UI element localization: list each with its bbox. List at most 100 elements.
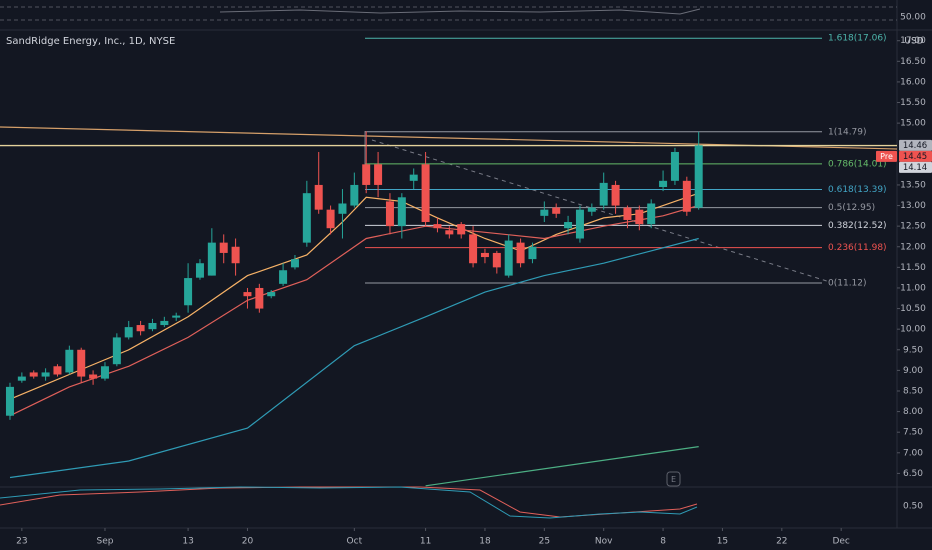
candle-body <box>516 242 525 264</box>
x-tick-label: Nov <box>595 537 613 547</box>
candle-body <box>587 207 596 212</box>
candle-body <box>694 145 703 208</box>
candle-body <box>374 164 383 185</box>
candle-body <box>457 224 466 235</box>
y-tick-label: 17.00 <box>900 36 926 46</box>
y-tick-label: 8.00 <box>903 407 923 417</box>
y-tick-label: 13.50 <box>900 180 926 190</box>
candle-body <box>469 234 478 264</box>
price-label-box <box>899 139 932 151</box>
x-tick-label: 8 <box>660 537 666 547</box>
y-tick-label: 16.00 <box>900 77 926 87</box>
candle-body <box>112 337 121 365</box>
candle-body <box>41 372 50 377</box>
price-label-box <box>899 150 932 162</box>
candle-body <box>172 315 181 318</box>
candle-body <box>5 386 14 416</box>
candle-body <box>682 180 691 212</box>
candle-body <box>397 197 406 227</box>
y-tick-label: 12.00 <box>900 242 926 252</box>
x-tick-label: Dec <box>832 537 849 547</box>
candle-body <box>670 151 679 181</box>
x-tick-label: 13 <box>182 537 193 547</box>
candle-body <box>279 270 288 284</box>
price-label: 14.46 <box>903 141 927 151</box>
candle-body <box>255 287 264 309</box>
x-tick-label: Sep <box>96 537 113 547</box>
candle-body <box>350 184 359 206</box>
candle-body <box>599 182 608 206</box>
candle-body <box>136 325 145 332</box>
chart-title: SandRidge Energy, Inc., 1D, NYSE <box>6 36 175 47</box>
candle-body <box>17 376 26 381</box>
candle-body <box>148 322 157 330</box>
x-tick-label: 23 <box>16 537 27 547</box>
price-label: 14.14 <box>903 163 927 173</box>
fib-label: 0(11.12) <box>828 279 867 289</box>
candle-body <box>540 209 549 216</box>
candle-body <box>65 349 74 373</box>
price-tag: Pre <box>880 152 893 161</box>
moving-average <box>9 237 699 479</box>
candle-body <box>231 246 240 264</box>
currency-label: USD <box>904 37 923 47</box>
fib-label: 0.382(12.52) <box>828 221 887 231</box>
x-tick-label: 18 <box>479 537 491 547</box>
fib-label: 1(14.79) <box>828 127 867 137</box>
candle-body <box>184 278 193 306</box>
candle-body <box>195 263 204 278</box>
x-tick-label: 11 <box>420 537 431 547</box>
y-tick-label: 7.50 <box>903 428 923 438</box>
fib-label: 1.618(17.06) <box>828 34 887 44</box>
candle-body <box>362 164 371 185</box>
candle-body <box>528 246 537 260</box>
candle-body <box>124 327 133 338</box>
candle-body <box>89 374 98 379</box>
y-tick-label: 11.50 <box>900 263 926 273</box>
candle-body <box>611 184 620 206</box>
fib-label: 0.5(12.95) <box>828 203 875 213</box>
y-tick-label: 11.00 <box>900 283 926 293</box>
candle-body <box>53 366 62 375</box>
y-tick-label: 12.50 <box>900 222 926 232</box>
y-tick-label: 8.50 <box>903 386 923 396</box>
candle-body <box>552 207 561 214</box>
candle-body <box>492 252 501 268</box>
price-label: 14.45 <box>903 152 927 162</box>
candle-body <box>445 230 454 235</box>
candle-body <box>647 203 656 225</box>
x-tick-label: 15 <box>717 537 728 547</box>
y-tick-label: 6.50 <box>903 469 923 479</box>
y-tick-label: 10.00 <box>900 325 926 335</box>
candle-body <box>29 372 38 377</box>
candle-body <box>267 292 276 297</box>
y-tick-label: 15.00 <box>900 119 926 129</box>
x-tick-label: Oct <box>347 537 363 547</box>
candle-body <box>77 349 86 377</box>
y-tick-label: 9.00 <box>903 366 923 376</box>
candle-body <box>243 292 252 297</box>
y-tick-label: 9.50 <box>903 345 923 355</box>
candle-body <box>480 252 489 258</box>
candle-body <box>564 222 573 229</box>
fib-label: 0.236(11.98) <box>828 243 887 253</box>
candle-body <box>504 240 513 276</box>
macd-line <box>0 486 698 519</box>
candle-body <box>659 180 668 188</box>
candle-body <box>100 366 109 379</box>
x-tick-label: 20 <box>242 537 254 547</box>
moving-average <box>9 204 699 417</box>
y-tick-label: 7.00 <box>903 448 923 458</box>
candle-body <box>290 259 299 268</box>
fib-label: 0.786(14.01) <box>828 159 887 169</box>
candle-body <box>326 209 335 229</box>
bottom-pane-tick-label: 0.50 <box>903 502 923 512</box>
top-pane-tick-label: 50.00 <box>900 13 926 23</box>
candle-body <box>623 207 632 220</box>
candle-body <box>433 224 442 229</box>
price-tag-box <box>876 150 897 162</box>
candle-body <box>302 193 311 243</box>
